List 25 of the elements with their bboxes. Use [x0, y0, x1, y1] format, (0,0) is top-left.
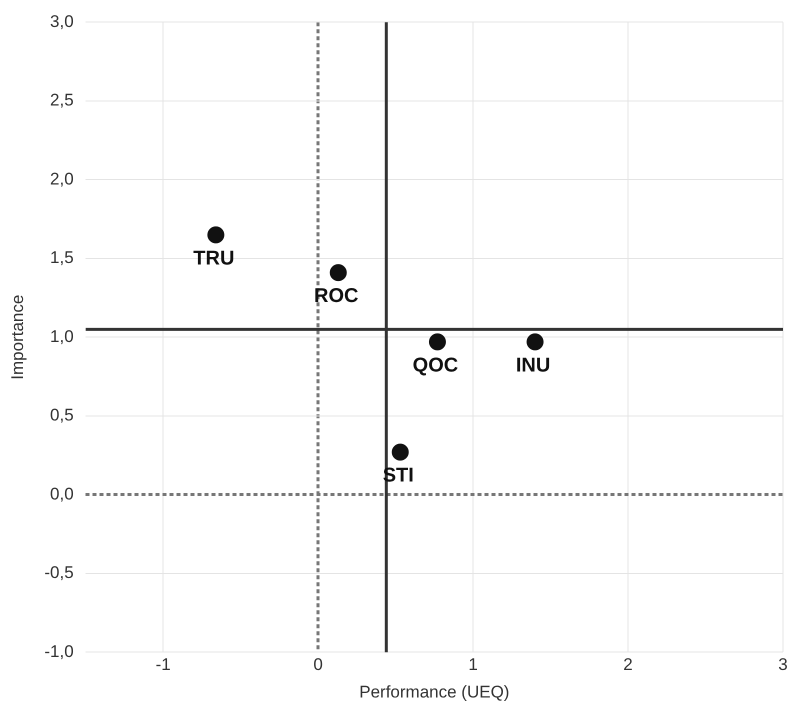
point	[526, 333, 544, 350]
x-tick-label: 0	[313, 655, 323, 674]
point	[207, 226, 224, 244]
y-tick-label: 1,0	[50, 326, 74, 346]
point	[428, 333, 446, 350]
point	[330, 264, 347, 282]
y-tick-label: -1,0	[44, 642, 74, 661]
series-label: TRU	[193, 247, 234, 270]
y-tick-label: 3,0	[50, 12, 74, 31]
x-tick-label: 2	[623, 655, 633, 674]
series-label: QOC	[412, 354, 458, 376]
x-tick-label: 1	[468, 655, 478, 674]
series-label: ROC	[314, 285, 358, 308]
y-tick-label: 1,5	[50, 248, 74, 268]
y-tick-label: -0,5	[44, 563, 74, 582]
series-label: INU	[516, 354, 550, 376]
x-axis-title: Performance (UEQ)	[359, 682, 510, 702]
point	[392, 444, 409, 461]
x-tick-label: -1	[156, 655, 171, 674]
y-tick-label: 0,5	[50, 406, 74, 425]
y-tick-label: 2,5	[50, 90, 74, 110]
y-tick-label: 2,0	[50, 169, 74, 188]
y-tick-label: 0,0	[50, 484, 74, 504]
x-tick-label: 3	[778, 655, 788, 674]
y-axis-title: Importance	[8, 294, 27, 380]
